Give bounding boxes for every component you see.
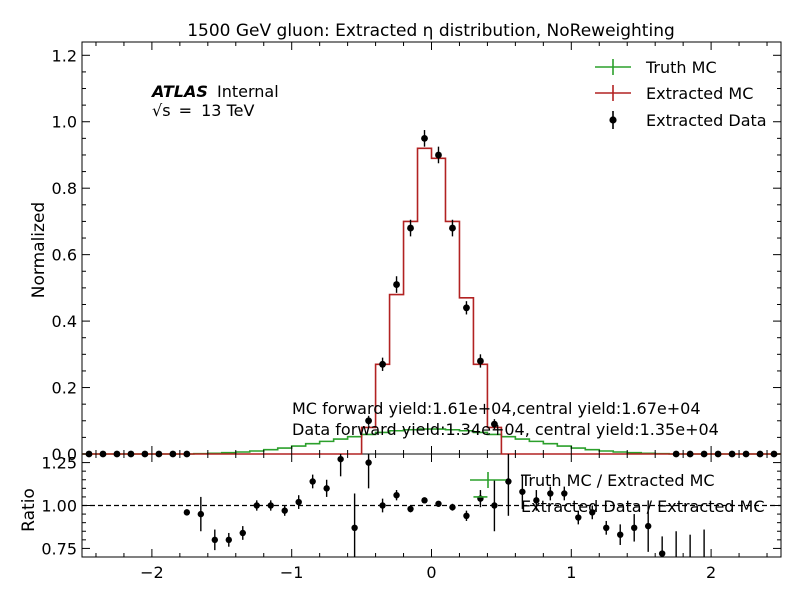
data-point [672, 450, 680, 458]
ratio-point [351, 524, 358, 532]
atlas-label: ATLAS Internal [150, 82, 279, 101]
main-y-axis-label: Normalized [29, 202, 49, 298]
ratio-point [379, 502, 386, 509]
ratio-point [309, 478, 316, 485]
ratio-point [365, 459, 372, 466]
chart-title: 1500 GeV gluon: Extracted η distribution… [187, 21, 675, 41]
ratio-point [183, 509, 191, 516]
data-point [379, 360, 386, 368]
data-point [756, 450, 764, 458]
energy-label: √s = 13 TeV [152, 101, 254, 120]
ratio-y-tick-label: 1.25 [41, 454, 77, 473]
energy-label-value: 13 TeV [201, 101, 254, 120]
data-point [686, 450, 694, 458]
ratio-point [295, 498, 302, 506]
data-point [728, 450, 736, 458]
ratio-point [631, 524, 638, 532]
x-tick-label: 1 [566, 563, 576, 582]
data-point [407, 224, 414, 232]
ratio-point [435, 500, 442, 507]
ratio-legend-truth-label: Truth MC / Extracted MC [520, 471, 715, 490]
ratio-point [337, 455, 344, 463]
data-point [99, 450, 107, 458]
ratio-point [547, 490, 554, 497]
data-point [463, 304, 470, 312]
data-point [449, 224, 456, 232]
ratio-point [323, 485, 330, 492]
main-y-tick-label: 0.2 [52, 379, 77, 398]
ratio-y-tick-label: 0.75 [41, 539, 77, 558]
ratio-y-tick-label: 1.00 [41, 497, 77, 516]
ratio-legend-data-label: Extracted Data / Extracted MC [521, 497, 765, 516]
ratio-point [644, 522, 652, 530]
ratio-point [211, 536, 219, 544]
x-tick-label: 0 [426, 563, 436, 582]
ratio-point [575, 514, 582, 521]
main-legend: Truth MC Extracted MC Extracted Data [595, 58, 767, 130]
main-y-tick-label: 1.0 [52, 113, 77, 132]
ratio-point [449, 504, 456, 511]
main-y-tick-label: 0.0 [52, 445, 77, 464]
data-yield-annotation: Data forward yield:1.34e+04, central yie… [292, 420, 719, 439]
ratio-point [253, 502, 260, 509]
ratio-point [267, 502, 274, 509]
x-tick-label: 2 [706, 563, 716, 582]
energy-label-prefix: √s [152, 101, 171, 120]
extracted-mc-step-line [82, 147, 781, 455]
ratio-point [561, 490, 568, 497]
data-point [141, 450, 149, 458]
ratio-legend: Truth MC / Extracted MC Extracted Data /… [470, 471, 765, 516]
data-point [169, 450, 177, 458]
data-point [742, 450, 750, 458]
data-point [491, 420, 498, 428]
data-point [714, 450, 722, 458]
data-point [421, 134, 428, 142]
ratio-point [658, 550, 666, 557]
ratio-point [603, 524, 610, 532]
legend-extracted-mc-label: Extracted MC [646, 84, 753, 103]
ratio-point [197, 510, 205, 518]
legend-extracted-data-label: Extracted Data [646, 111, 767, 130]
main-y-tick-label: 0.8 [52, 179, 77, 198]
ratio-point [533, 497, 540, 504]
ratio-point [393, 492, 400, 499]
ratio-point [421, 497, 428, 504]
ratio-point [239, 529, 246, 537]
ratio-point [617, 531, 624, 538]
ratio-point [225, 536, 232, 544]
data-point [700, 450, 708, 458]
energy-label-equals: = [179, 101, 192, 120]
ratio-point [407, 505, 414, 513]
main-y-tick-label: 0.6 [52, 246, 77, 265]
data-point [435, 151, 442, 159]
main-y-tick-label: 0.4 [52, 312, 77, 331]
legend-extracted-data-marker [609, 116, 617, 124]
data-point [183, 450, 191, 458]
legend-truth-mc-label: Truth MC [645, 58, 717, 77]
ratio-y-axis-label: Ratio [19, 488, 39, 532]
data-point [393, 281, 400, 288]
ratio-point [491, 502, 498, 509]
data-point [127, 450, 135, 458]
x-tick-label: −2 [140, 563, 164, 582]
mc-yield-annotation: MC forward yield:1.61e+04,central yield:… [292, 399, 701, 418]
data-point [477, 357, 484, 365]
ratio-point [463, 512, 470, 519]
atlas-label-bold: ATLAS [150, 82, 208, 101]
data-point [113, 450, 121, 458]
x-tick-label: −1 [280, 563, 304, 582]
ratio-point [519, 488, 526, 495]
main-y-tick-label: 1.2 [52, 46, 77, 65]
data-point [155, 450, 163, 458]
atlas-label-suffix: Internal [217, 82, 279, 101]
ratio-point [505, 478, 512, 485]
ratio-point [281, 507, 288, 514]
ratio-point [589, 509, 596, 516]
data-point [365, 417, 372, 425]
